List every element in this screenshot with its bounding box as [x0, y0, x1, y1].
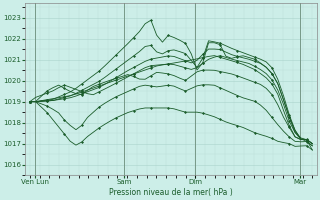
X-axis label: Pression niveau de la mer( hPa ): Pression niveau de la mer( hPa ) — [109, 188, 233, 197]
